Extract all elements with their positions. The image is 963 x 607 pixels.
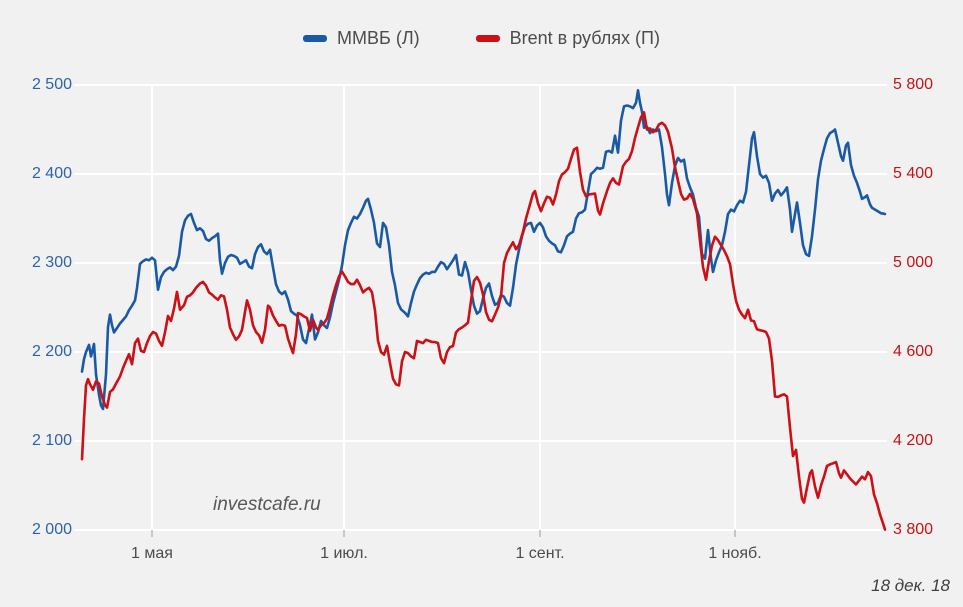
right-axis-tick-3800: 3 800 bbox=[893, 521, 934, 538]
legend-label: Brent в рублях (П) bbox=[509, 28, 660, 48]
legend-label: ММВБ (Л) bbox=[337, 28, 420, 48]
legend-item-mmvb[interactable]: ММВБ (Л) bbox=[303, 28, 420, 49]
watermark: investcafe.ru bbox=[213, 494, 321, 515]
right-axis-tick-5400: 5 400 bbox=[893, 165, 934, 182]
mmvb-series-swatch-icon bbox=[303, 35, 328, 42]
right-axis-tick-4600: 4 600 bbox=[893, 343, 934, 360]
x-axis-tick-may: 1 мая bbox=[131, 545, 173, 562]
left-axis-tick-2500: 2 500 bbox=[31, 76, 72, 93]
left-axis-tick-2400: 2 400 bbox=[31, 165, 72, 182]
chart-legend: ММВБ (Л) Brent в рублях (П) bbox=[0, 28, 963, 49]
date-stamp: 18 дек. 18 bbox=[871, 576, 950, 595]
x-axis-tick-sep: 1 сент. bbox=[515, 545, 565, 562]
x-axis-tick-jul: 1 июл. bbox=[320, 545, 368, 562]
legend-item-brent[interactable]: Brent в рублях (П) bbox=[475, 28, 660, 49]
right-axis-tick-5000: 5 000 bbox=[893, 254, 934, 271]
left-axis-tick-2200: 2 200 bbox=[31, 343, 72, 360]
right-axis-tick-5800: 5 800 bbox=[893, 76, 934, 93]
left-axis-tick-2100: 2 100 bbox=[31, 432, 72, 449]
right-axis-tick-4200: 4 200 bbox=[893, 432, 934, 449]
left-axis-tick-2000: 2 000 bbox=[31, 521, 72, 538]
left-axis-tick-2300: 2 300 bbox=[31, 254, 72, 271]
brent-series-swatch-icon bbox=[475, 35, 500, 42]
x-axis-tick-nov: 1 нояб. bbox=[708, 545, 762, 562]
